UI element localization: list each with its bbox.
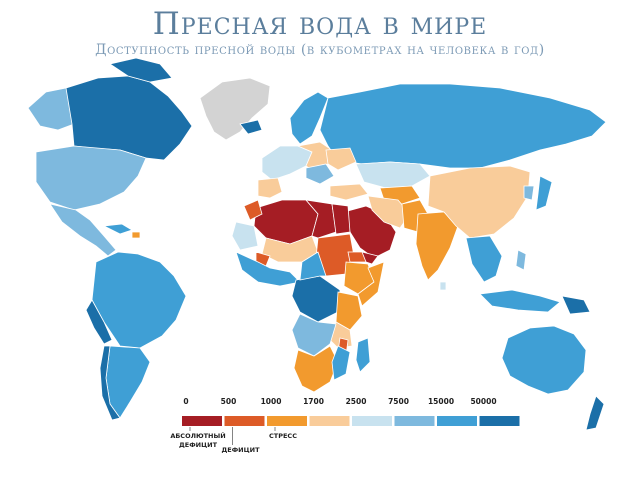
region-china <box>427 165 531 239</box>
region-papua <box>561 295 591 315</box>
region-haiti <box>131 231 141 239</box>
legend-swatch-0 <box>182 416 222 426</box>
region-sri-lanka <box>439 281 447 291</box>
region-russia <box>319 83 607 169</box>
region-iceland <box>239 119 263 135</box>
region-iran <box>367 195 411 229</box>
region-new-zealand <box>585 395 605 431</box>
region-southern-africa <box>293 345 339 393</box>
region-mexico <box>49 203 117 257</box>
region-iberia <box>257 177 283 199</box>
legend-threshold-6: 15000 <box>428 397 454 406</box>
region-somalia <box>357 261 385 307</box>
legend-threshold-5: 7500 <box>388 397 409 406</box>
legend-swatch-1 <box>224 416 265 426</box>
region-turkey <box>329 183 369 201</box>
region-morocco <box>243 199 263 221</box>
legend-threshold-2: 1000 <box>261 397 282 406</box>
region-southeast-asia <box>465 235 503 283</box>
region-eritrea <box>347 251 367 263</box>
region-east-africa <box>335 291 363 331</box>
region-peru <box>85 299 113 345</box>
legend-swatch-7 <box>479 416 520 426</box>
region-canada-islands <box>109 57 173 83</box>
region-kazakhstan <box>355 161 431 189</box>
region-philippines <box>515 249 527 271</box>
legend-threshold-0: 0 <box>183 397 188 406</box>
region-chad-car <box>299 251 327 281</box>
region-korea <box>523 185 535 201</box>
region-india <box>415 211 459 281</box>
region-chile <box>99 345 121 421</box>
region-madagascar <box>355 337 371 373</box>
region-usa <box>35 145 147 211</box>
legend-swatch-5 <box>394 416 435 426</box>
legend-category-1-line-0: ДЕФИЦИТ <box>221 446 260 454</box>
region-west-europe <box>261 145 313 181</box>
region-angola-zambia <box>291 313 337 357</box>
legend-swatch-2 <box>267 416 307 426</box>
legend-threshold-1: 500 <box>221 397 237 406</box>
region-greenland <box>199 77 271 141</box>
region-japan <box>535 175 553 211</box>
legend-swatch-3 <box>309 416 350 426</box>
legend-threshold-4: 2500 <box>346 397 367 406</box>
region-scandinavia <box>289 91 329 145</box>
region-egypt <box>331 203 351 235</box>
region-australia <box>501 325 587 395</box>
legend-threshold-7: 50000 <box>470 397 496 406</box>
region-mauritania <box>231 221 259 251</box>
region-indonesia <box>479 289 561 313</box>
legend-category-2-line-0: СТРЕСС <box>269 432 297 440</box>
legend-threshold-3: 1700 <box>303 397 324 406</box>
region-caribbean <box>102 223 133 235</box>
legend: 0 500 1000 1700 2500 7500 15000 50000 АБСОЛЮТНЫЙ… <box>170 397 520 454</box>
region-central-africa <box>291 275 341 323</box>
region-balkans <box>305 163 335 185</box>
legend-swatch-4 <box>352 416 392 426</box>
region-mozambique <box>331 345 351 381</box>
legend-category-0-line-0: АБСОЛЮТНЫЙ <box>170 431 225 440</box>
map-title: Пресная вода в мире <box>152 6 488 42</box>
map-subtitle: Доступность пресной воды (в кубометрах н… <box>95 42 545 58</box>
legend-swatch-6 <box>437 416 477 426</box>
region-ukraine <box>325 147 357 171</box>
legend-category-0-line-1: ДЕФИЦИТ <box>179 441 218 449</box>
